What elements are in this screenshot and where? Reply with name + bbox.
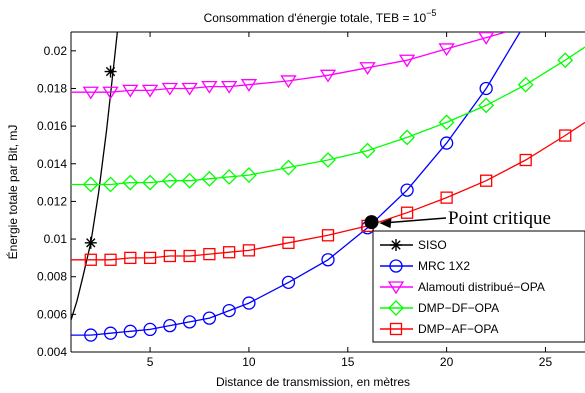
x-tick-label: 5 <box>147 355 154 369</box>
y-tick-label: 0.016 <box>37 119 67 133</box>
legend-item: MRC 1X2 <box>380 259 470 273</box>
critical-point-marker <box>364 215 378 229</box>
data-point <box>85 237 97 249</box>
chart-title: Consommation d'énergie totale, TEB = 10−… <box>204 8 437 25</box>
legend-label: DMP−DF−OPA <box>418 301 499 315</box>
y-tick-label: 0.01 <box>44 232 68 246</box>
y-tick-label: 0.012 <box>37 194 67 208</box>
y-tick-label: 0.006 <box>37 307 67 321</box>
x-tick-label: 25 <box>539 355 553 369</box>
y-tick-label: 0.004 <box>37 345 67 359</box>
y-axis-label: Énergie totale par Bit, mJ <box>5 125 20 260</box>
data-point <box>105 66 117 78</box>
legend-label: SISO <box>418 238 447 252</box>
x-tick-label: 15 <box>341 355 355 369</box>
legend-item: DMP−AF−OPA <box>380 322 498 336</box>
x-axis-label: Distance de transmission, en mètres <box>216 375 410 389</box>
y-tick-label: 0.02 <box>44 44 68 58</box>
legend-marker <box>390 239 402 251</box>
y-tick-label: 0.014 <box>37 157 67 171</box>
x-tick-label: 20 <box>440 355 454 369</box>
legend-label: Alamouti distribué−OPA <box>418 280 545 294</box>
chart-title-exponent: −5 <box>426 8 436 18</box>
annotation-text: Point critique <box>448 208 551 229</box>
legend: SISO MRC 1X2 Alamouti distribué−OPA DMP−DF−… <box>373 231 585 342</box>
legend-label: DMP−AF−OPA <box>418 322 498 336</box>
legend-label: MRC 1X2 <box>418 259 470 273</box>
y-tick-label: 0.018 <box>37 81 67 95</box>
y-tick-label: 0.008 <box>37 270 67 284</box>
x-tick-label: 10 <box>242 355 256 369</box>
legend-item: DMP−DF−OPA <box>380 301 499 315</box>
